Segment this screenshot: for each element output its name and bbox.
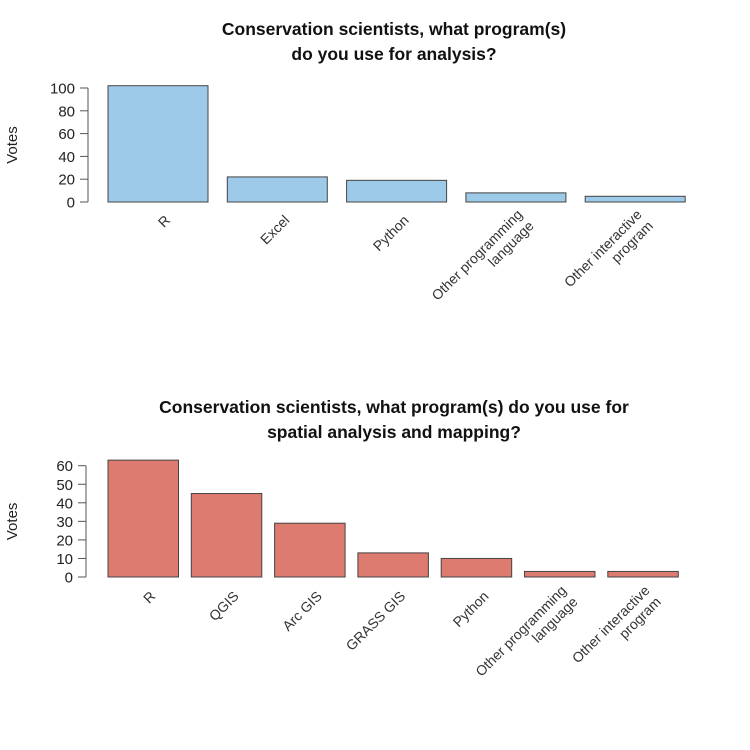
spatial-analysis-chart: Conservation scientists, what program(s)… xyxy=(4,397,679,679)
y-tick-label: 0 xyxy=(65,570,73,587)
bar-other-programming-language xyxy=(465,192,567,203)
x-tick-label: Other interactiveprogram xyxy=(569,582,664,677)
bar-grass-gis xyxy=(357,552,429,578)
analysis-chart: Conservation scientists, what program(s)… xyxy=(4,19,686,315)
x-tick-label-line: Python xyxy=(450,588,492,630)
chart-title-line: spatial analysis and mapping? xyxy=(267,422,521,442)
bar-python xyxy=(346,179,448,203)
x-tick-label: Other interactiveprogram xyxy=(561,206,656,301)
bar-qgis xyxy=(190,493,263,578)
x-tick-label: Excel xyxy=(257,212,293,248)
x-tick-label-line: R xyxy=(155,212,173,230)
x-tick-label-line: Python xyxy=(370,212,412,254)
x-tick-label: Other programminglanguage xyxy=(428,206,537,315)
y-tick-label: 20 xyxy=(56,532,73,549)
bar-other-programming-language xyxy=(524,570,596,578)
bar-other-interactive-program xyxy=(607,570,679,578)
y-tick-label: 30 xyxy=(56,514,73,531)
bar-excel xyxy=(226,176,328,203)
y-tick-label: 60 xyxy=(56,458,73,475)
y-tick-label: 20 xyxy=(58,172,75,189)
bar-r xyxy=(107,459,179,578)
chart-title-line: Conservation scientists, what program(s)… xyxy=(159,397,629,417)
bar-other-interactive-program xyxy=(584,195,686,203)
y-tick-label: 60 xyxy=(58,126,75,143)
x-tick-label: R xyxy=(140,588,158,606)
y-tick-label: 50 xyxy=(56,477,73,494)
y-tick-label: 100 xyxy=(50,81,75,98)
bar-arc-gis xyxy=(274,522,346,578)
x-tick-label-line: Arc GIS xyxy=(279,588,325,634)
x-tick-label-line: GRASS GIS xyxy=(343,588,409,654)
x-tick-label: R xyxy=(155,212,173,230)
chart-title-line: Conservation scientists, what program(s) xyxy=(222,19,566,39)
chart-title-line: do you use for analysis? xyxy=(291,44,496,64)
x-tick-label-line: R xyxy=(140,588,158,606)
x-tick-label-line: Excel xyxy=(257,212,293,248)
y-tick-label: 40 xyxy=(56,495,73,512)
x-tick-label-line: Other programming xyxy=(428,206,525,303)
x-tick-label: Python xyxy=(450,588,492,630)
y-tick-label: 10 xyxy=(56,551,73,568)
x-tick-label: GRASS GIS xyxy=(343,588,409,654)
x-tick-label: QGIS xyxy=(206,588,242,624)
y-tick-label: 0 xyxy=(67,195,75,212)
x-tick-label: Python xyxy=(370,212,412,254)
x-tick-label: Arc GIS xyxy=(279,588,325,634)
y-tick-label: 80 xyxy=(58,103,75,120)
y-axis-title: Votes xyxy=(4,126,21,164)
y-tick-label: 40 xyxy=(58,149,75,166)
x-tick-label-line: QGIS xyxy=(206,588,242,624)
bar-python xyxy=(440,557,513,578)
bar-r xyxy=(107,85,209,203)
y-axis-title: Votes xyxy=(4,503,21,541)
